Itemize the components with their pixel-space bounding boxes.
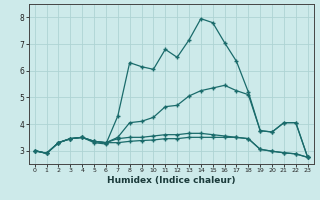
X-axis label: Humidex (Indice chaleur): Humidex (Indice chaleur)	[107, 176, 236, 185]
